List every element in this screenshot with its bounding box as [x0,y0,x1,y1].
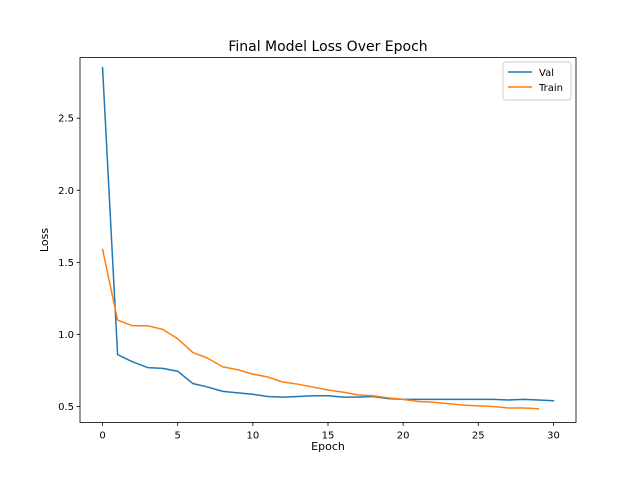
series-layer [101,66,555,410]
legend-box [502,61,572,101]
legend: Val Train [502,61,572,101]
chart-title: Final Model Loss Over Epoch [228,39,427,55]
x-axis-label: Epoch [311,440,345,453]
legend-label-train: Train [538,83,563,94]
y-tick-label: 2.5 [58,114,74,125]
y-tick-label: 1.0 [58,330,74,341]
series-line-train [101,248,540,410]
x-tick-label: 20 [397,430,410,441]
legend-label-val: Val [539,68,554,79]
x-tick-label: 10 [246,430,259,441]
y-axis-ticks: 0.5 1.0 1.5 2.0 2.5 [58,114,80,413]
x-tick-label: 30 [547,430,560,441]
series-line-val [101,66,555,402]
y-tick-label: 0.5 [58,402,74,413]
x-axis-ticks: 0 5 10 15 20 25 30 [99,422,560,441]
x-tick-label: 15 [322,430,335,441]
x-tick-label: 25 [472,430,485,441]
y-tick-label: 1.5 [58,258,74,269]
x-tick-label: 5 [175,430,181,441]
y-tick-label: 2.0 [58,186,74,197]
y-axis-label: Loss [38,228,51,252]
x-tick-label: 0 [99,430,105,441]
